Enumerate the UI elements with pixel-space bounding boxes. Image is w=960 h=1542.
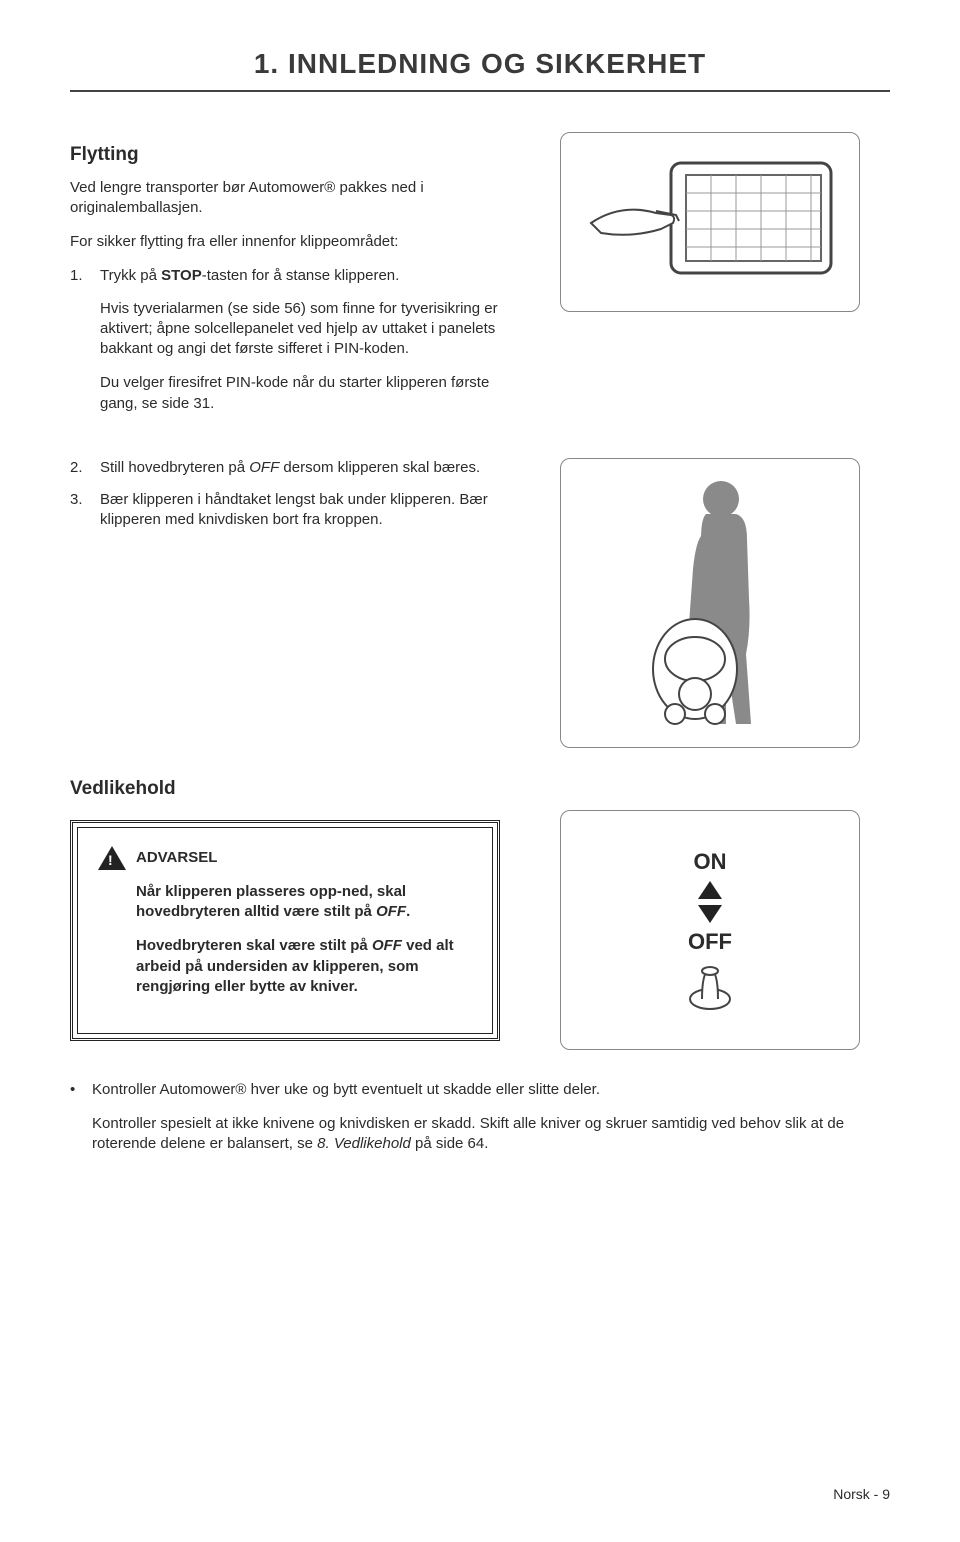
step-num-2: 2. xyxy=(70,458,90,478)
step2-it: OFF xyxy=(249,459,279,476)
warn-p2a: Hovedbryteren skal være stilt på xyxy=(136,937,372,954)
step-1: Trykk på STOP-tasten for å stanse klippe… xyxy=(100,266,500,286)
page-footer: Norsk - 9 xyxy=(833,1486,890,1502)
maint-p2-it: 8. Vedlikehold xyxy=(317,1135,411,1152)
warn-p1b: . xyxy=(406,903,410,920)
chapter-title: 1. INNLEDNING OG SIKKERHET xyxy=(70,48,890,80)
chapter-rule xyxy=(70,90,890,92)
warning-label: ADVARSEL xyxy=(136,848,217,868)
step-3: Bær klipperen i håndtaket lengst bak und… xyxy=(100,490,500,531)
figure-on-off: ON OFF xyxy=(560,810,860,1050)
figure-carry xyxy=(560,458,860,748)
arrow-down-icon xyxy=(698,905,722,923)
step1-a: Trykk på xyxy=(100,267,161,284)
warning-p2: Hovedbryteren skal være stilt på OFF ved… xyxy=(136,936,472,997)
warn-p1a: Når klipperen plasseres opp-ned, skal ho… xyxy=(136,883,406,920)
warning-box: ADVARSEL Når klipperen plasseres opp-ned… xyxy=(70,820,500,1041)
maint-p2b: på side 64. xyxy=(411,1135,489,1152)
step-num-1: 1. xyxy=(70,266,90,286)
arrow-up-icon xyxy=(698,881,722,899)
intro-1: Ved lengre transporter bør Automower® pa… xyxy=(70,178,500,219)
label-on: ON xyxy=(694,849,727,875)
maint-p1: Kontroller Automower® hver uke og bytt e… xyxy=(92,1080,890,1100)
switch-icon xyxy=(680,961,740,1011)
warn-p1-it: OFF xyxy=(376,903,406,920)
bullet-icon: • xyxy=(70,1080,80,1169)
maint-p2: Kontroller spesielt at ikke knivene og k… xyxy=(92,1114,890,1155)
intro-2: For sikker flytting fra eller innenfor k… xyxy=(70,232,500,252)
heading-vedlikehold: Vedlikehold xyxy=(70,778,890,800)
warn-p2-it: OFF xyxy=(372,937,402,954)
heading-flytting: Flytting xyxy=(70,142,500,168)
label-off: OFF xyxy=(688,929,732,955)
step-num-3: 3. xyxy=(70,490,90,531)
note-2: Du velger firesifret PIN-kode når du sta… xyxy=(70,373,500,414)
warning-p1: Når klipperen plasseres opp-ned, skal ho… xyxy=(136,882,472,923)
warning-icon xyxy=(98,846,126,870)
note-1: Hvis tyverialarmen (se side 56) som finn… xyxy=(70,299,500,360)
figure-solar-panel xyxy=(560,132,860,312)
step2-a: Still hovedbryteren på xyxy=(100,459,249,476)
step2-b: dersom klipperen skal bæres. xyxy=(279,459,480,476)
step1-b: -tasten for å stanse klipperen. xyxy=(202,267,400,284)
step-2: Still hovedbryteren på OFF dersom klippe… xyxy=(100,458,500,478)
step1-bold: STOP xyxy=(161,267,202,284)
